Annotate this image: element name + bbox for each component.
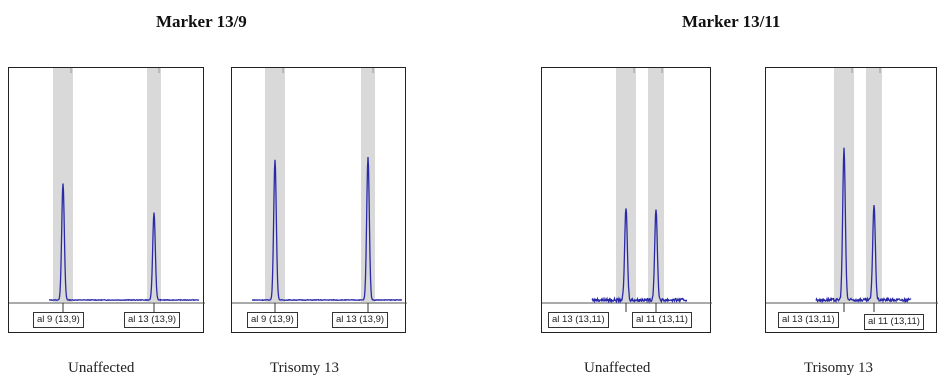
allele-bin-band: [834, 68, 854, 302]
signal-trace: [252, 156, 403, 302]
panel-caption: Trisomy 13: [804, 360, 874, 376]
electropherogram-panel-13-9-trisomy: al 9 (13,9) al 13 (13,9): [231, 67, 407, 333]
group-title-marker-13-9: Marker 13/9: [156, 12, 247, 31]
allele-bin-band: [616, 68, 636, 302]
allele-bin-band: [648, 68, 664, 302]
peak-label: al 13 (13,9): [124, 312, 181, 328]
electropherogram-panel-13-11-trisomy: al 13 (13,11) al 11 (13,11): [765, 67, 938, 333]
allele-bin-band: [147, 68, 161, 302]
group-title-marker-13-11: Marker 13/11: [682, 12, 781, 31]
allele-bin-band: [866, 68, 882, 302]
peak-label: al 11 (13,11): [632, 312, 692, 328]
signal-trace: [48, 183, 200, 302]
electropherogram-plot: [542, 68, 712, 312]
signal-trace: [815, 147, 912, 304]
panel-caption: Unaffected: [68, 360, 135, 376]
electropherogram-plot: [232, 68, 407, 312]
peak-label: al 13 (13,9): [332, 312, 389, 328]
signal-trace: [591, 208, 688, 304]
peak-label: al 9 (13,9): [33, 312, 84, 328]
peak-label: al 11 (13,11): [864, 314, 924, 330]
peak-label: al 9 (13,9): [247, 312, 298, 328]
electropherogram-panel-13-11-unaffected: al 13 (13,11) al 11 (13,11): [541, 67, 712, 333]
electropherogram-panel-13-9-unaffected: al 9 (13,9) al 13 (13,9): [8, 67, 205, 333]
allele-bin-band: [265, 68, 285, 302]
allele-bin-band: [361, 68, 375, 302]
peak-label: al 13 (13,11): [548, 312, 609, 328]
peak-label: al 13 (13,11): [778, 312, 839, 328]
electropherogram-plot: [9, 68, 205, 312]
panel-caption: Unaffected: [584, 360, 651, 376]
electropherogram-plot: [766, 68, 938, 312]
panel-caption: Trisomy 13: [270, 360, 340, 376]
